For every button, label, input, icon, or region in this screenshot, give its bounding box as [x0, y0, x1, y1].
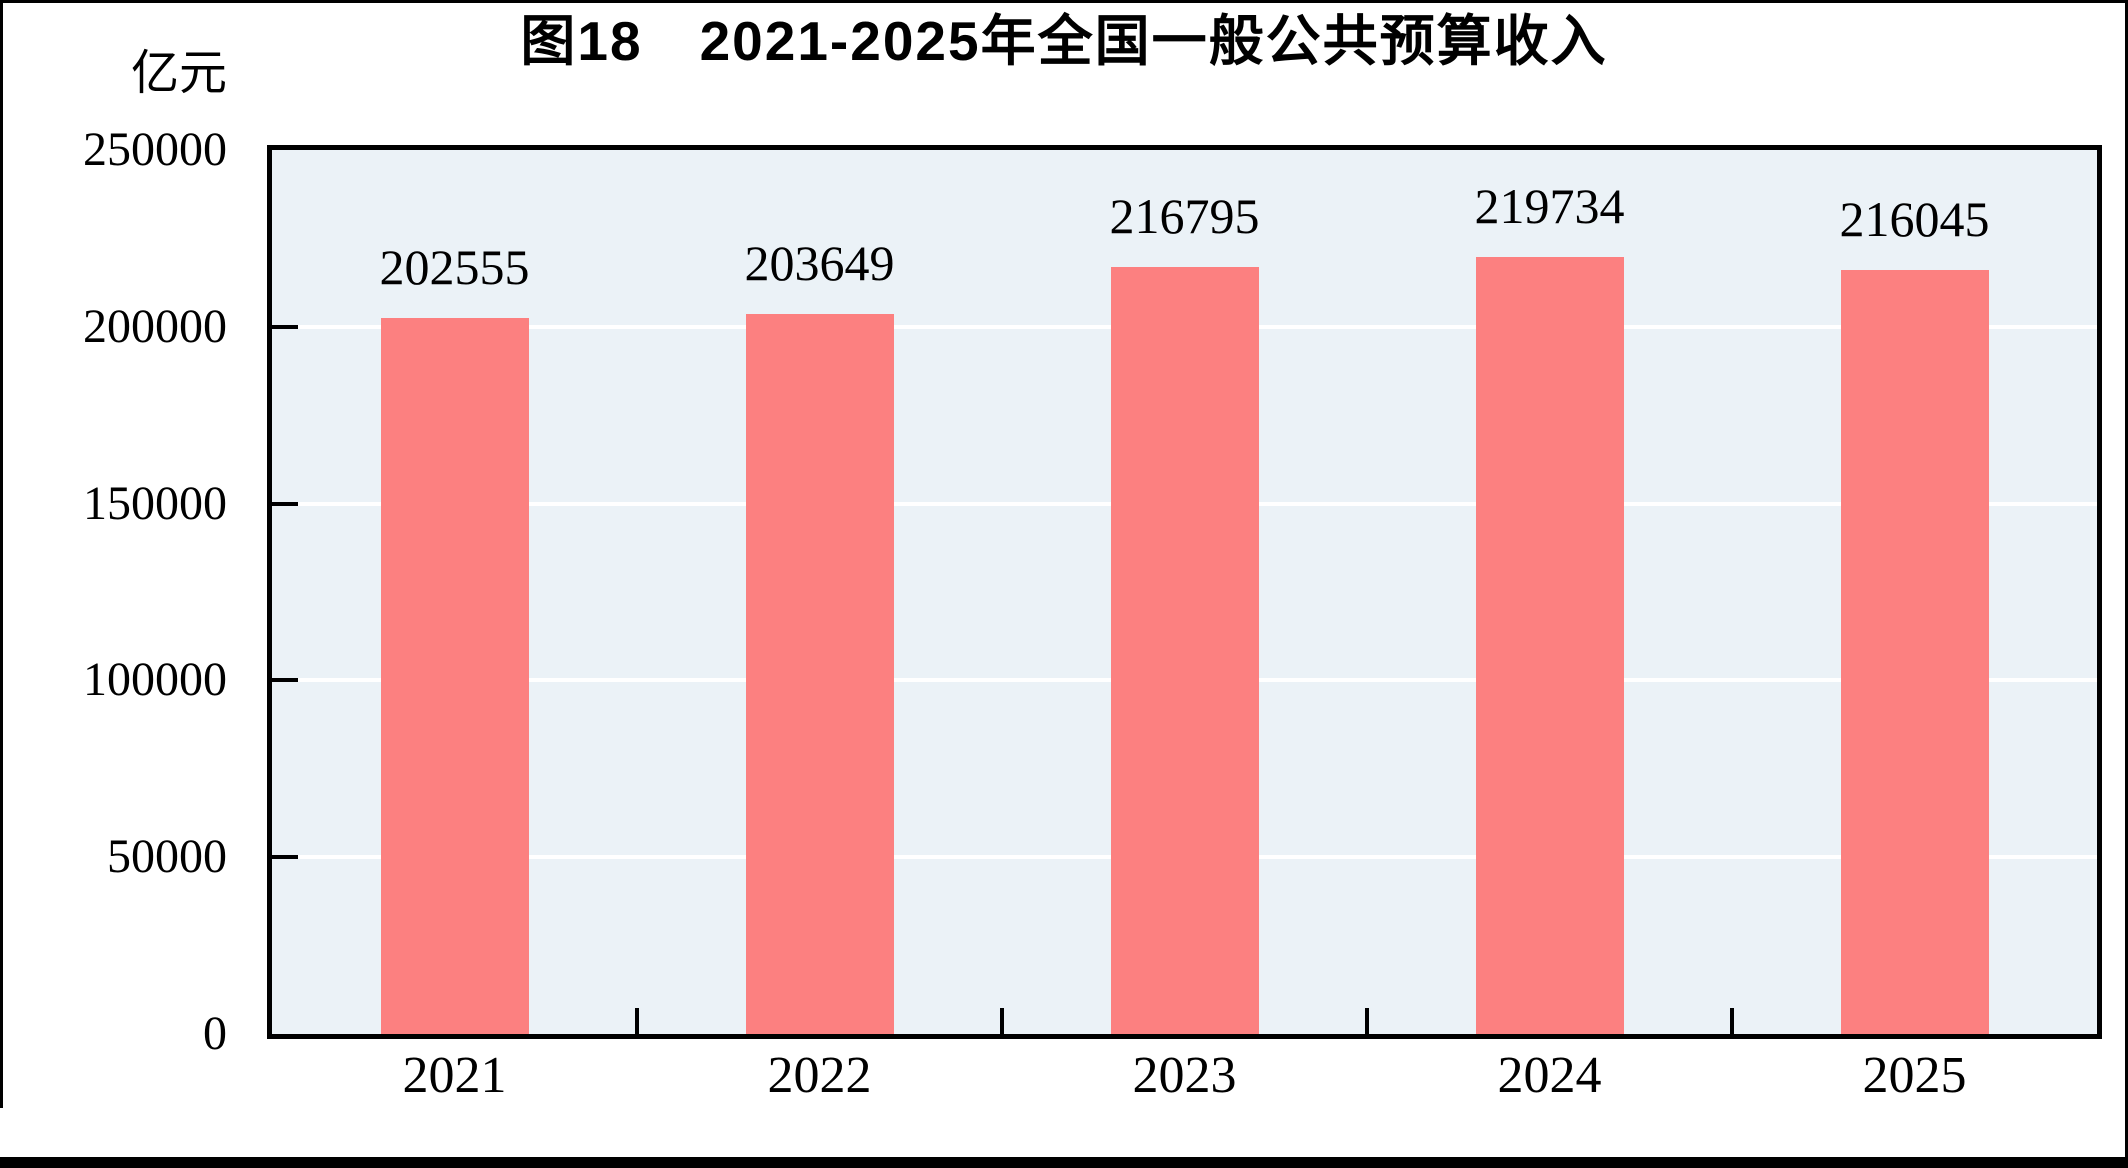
bar-value-label-2023: 216795: [1109, 188, 1260, 245]
bar-value-label-2022: 203649: [744, 234, 895, 291]
x-axis-tick-label-2021: 2021: [402, 1047, 507, 1104]
page-border-top: [0, 0, 2128, 3]
bar-2025: [1840, 270, 1989, 1034]
y-axis-unit-label: 亿元: [130, 47, 227, 100]
y-tick-mark-150000: [272, 501, 298, 506]
y-tick-mark-200000: [272, 324, 298, 329]
x-tick-mark-3: [1365, 1008, 1369, 1034]
chart-title: 图18 2021-2025年全国一般公共预算收入: [520, 10, 1608, 72]
page-border-right: [2125, 0, 2128, 1168]
page-border-left: [0, 0, 3, 1108]
x-tick-mark-1: [635, 1008, 639, 1034]
plot-area: 202555 203649 216795 219734 216045: [272, 150, 2097, 1034]
y-axis-tick-label-0: 0: [203, 1007, 227, 1060]
bar-value-label-2025: 216045: [1839, 191, 1990, 248]
bar-2024: [1475, 257, 1624, 1034]
x-tick-mark-4: [1730, 1008, 1734, 1034]
bar-2022: [745, 313, 894, 1034]
x-axis-tick-label-2023: 2023: [1132, 1047, 1237, 1104]
bar-2023: [1110, 267, 1259, 1034]
y-tick-mark-100000: [272, 678, 298, 683]
plot-frame: 202555 203649 216795 219734 216045: [267, 145, 2102, 1039]
x-axis-tick-label-2022: 2022: [767, 1047, 872, 1104]
bar-2021: [380, 317, 529, 1034]
x-axis-tick-label-2024: 2024: [1497, 1047, 1602, 1104]
x-axis-tick-label-2025: 2025: [1862, 1047, 1967, 1104]
y-axis-tick-label-100000: 100000: [83, 653, 227, 707]
bar-value-label-2021: 202555: [379, 238, 530, 295]
page-border-bottom: [0, 1157, 2128, 1168]
y-axis-tick-label-50000: 50000: [107, 830, 227, 884]
y-tick-mark-50000: [272, 855, 298, 860]
bar-value-label-2024: 219734: [1474, 178, 1625, 235]
y-axis-tick-label-200000: 200000: [83, 299, 227, 353]
x-tick-mark-2: [1000, 1008, 1004, 1034]
y-axis-tick-label-150000: 150000: [83, 476, 227, 530]
y-axis-tick-label-250000: 250000: [83, 123, 227, 176]
